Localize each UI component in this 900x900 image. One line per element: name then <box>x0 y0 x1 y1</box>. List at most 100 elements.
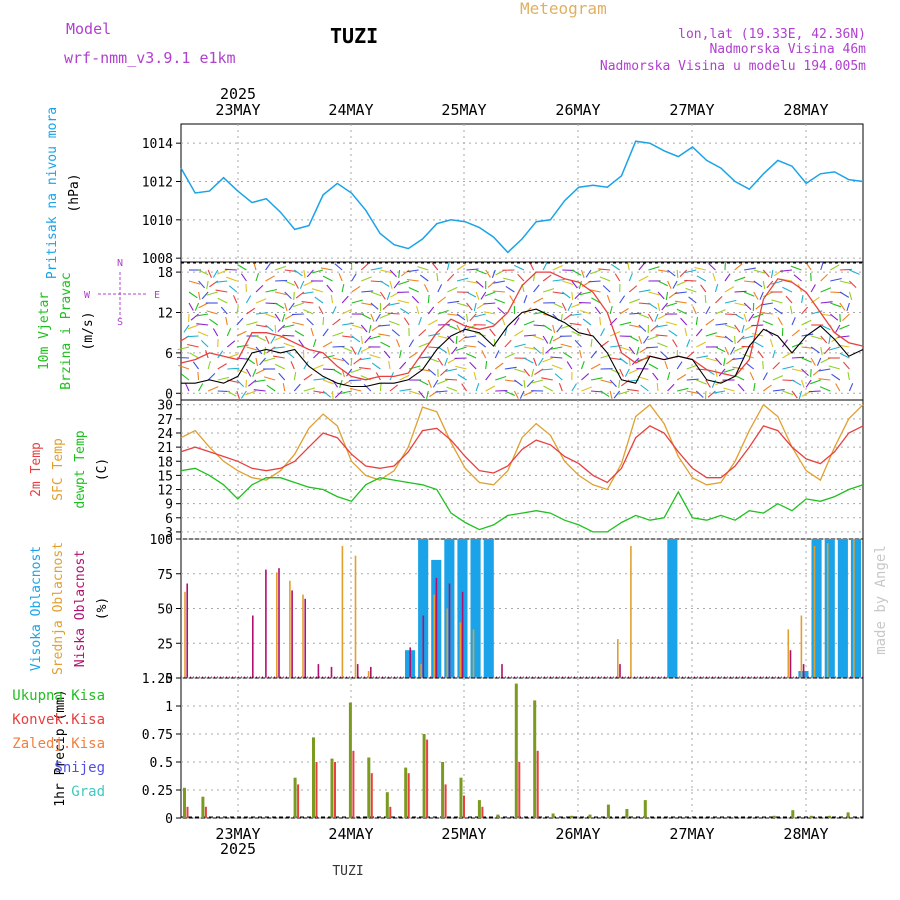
wind-arrow <box>606 295 611 304</box>
wind-arrow <box>493 338 496 348</box>
wind-arrow <box>485 385 496 392</box>
wind-arrow <box>480 291 487 300</box>
wind-arrow <box>265 313 277 319</box>
wind-arrow <box>667 371 671 381</box>
wind-arrow <box>801 306 809 315</box>
wind-arrow <box>451 346 458 355</box>
precip-ytick-label-5: 1.25 <box>142 672 173 687</box>
wind-arrow <box>567 302 573 311</box>
wind-arrow <box>609 379 617 388</box>
wind-arrow <box>556 324 563 333</box>
cloud-bar-1 <box>420 664 422 678</box>
wind-arrow <box>408 351 418 359</box>
wind-arrow <box>674 300 687 304</box>
wind-arrow <box>705 332 717 337</box>
conv-bar <box>370 773 373 818</box>
wind-arrow <box>291 313 304 316</box>
wind-arrow <box>820 262 824 271</box>
wind-ylabel-2: (m/s) <box>81 311 96 350</box>
wind-arrow <box>744 267 756 271</box>
wind-arrow <box>777 317 783 326</box>
wind-ylabel-0: 10m Vjetar <box>37 292 52 370</box>
cloud-bar-1 <box>813 546 816 678</box>
wind-arrow <box>370 267 383 271</box>
wind-arrow <box>550 356 563 359</box>
pressure-line <box>180 140 864 254</box>
temperature-ytick-label-1: 6 <box>165 512 173 527</box>
wind-arrow <box>332 357 345 362</box>
wind-arrow <box>624 368 630 377</box>
wind-arrow <box>579 349 582 359</box>
wind-arrow <box>391 329 400 337</box>
wind-arrow <box>464 335 477 339</box>
wind-arrow <box>437 346 447 353</box>
wind-arrow <box>198 383 204 392</box>
temperature-ylabel-0: 2m Temp <box>29 442 44 497</box>
wind-arrow <box>514 329 524 337</box>
wind-arrow <box>192 361 200 370</box>
pressure-ytick-label-0: 1008 <box>142 252 173 267</box>
x-day-top-4: 27MAY <box>669 101 714 119</box>
wind-arrow <box>618 390 630 395</box>
wind-arrow <box>842 313 850 321</box>
wind-arrow <box>762 384 772 392</box>
wind-arrow <box>650 324 659 332</box>
wind-arrow <box>647 313 654 322</box>
wind-arrow <box>715 357 723 366</box>
wind-arrow <box>609 305 613 315</box>
wind-arrow <box>475 280 484 288</box>
cloud-bar-2 <box>186 583 188 678</box>
wind-arrow <box>406 278 419 282</box>
wind-arrow <box>292 321 304 326</box>
wind-arrow <box>782 286 793 293</box>
cloud-bar-2 <box>448 583 451 678</box>
precip-legend-3: Snijeg <box>54 760 105 776</box>
wind-arrow <box>773 307 783 315</box>
wind-arrow <box>686 378 699 381</box>
wind-arrow <box>533 357 538 366</box>
conv-bar <box>463 795 465 818</box>
wind-arrow <box>638 262 646 271</box>
wind-arrow <box>734 313 744 320</box>
wind-arrow <box>667 269 676 277</box>
wind-arrow <box>447 313 460 317</box>
wind-arrow <box>177 346 190 351</box>
wind-arrow <box>494 362 504 370</box>
rain-bar <box>809 815 813 818</box>
wind-arrow <box>533 346 542 354</box>
wind-arrow <box>427 294 430 304</box>
wind-arrow <box>190 313 199 321</box>
wind-arrow <box>358 367 371 370</box>
wind-arrow <box>428 333 440 337</box>
wind-ytick-label-0: 0 <box>165 387 173 402</box>
x-day-bottom-4: 27MAY <box>669 825 714 843</box>
wind-arrow <box>660 351 668 359</box>
wind-arrow <box>455 335 458 345</box>
wind-arrow <box>839 280 852 285</box>
station-title: TUZI <box>330 24 378 48</box>
wind-arrow <box>695 390 704 398</box>
wind-arrow <box>656 382 659 392</box>
wind-arrow <box>820 324 831 331</box>
precip-legend-0: Ukupna Kisa <box>12 688 105 704</box>
wind-arrow <box>504 352 515 359</box>
wind-arrow <box>447 324 458 331</box>
wind-arrow <box>495 269 506 276</box>
wind-arrow <box>590 338 593 348</box>
wind-arrow <box>207 386 219 392</box>
wind-arrow <box>245 368 252 377</box>
wind-arrow <box>255 346 263 355</box>
wind-arrow <box>485 360 488 370</box>
wind-arrow <box>541 377 553 381</box>
wind-arrow <box>818 378 831 381</box>
wind-arrow <box>465 352 477 359</box>
wind-arrow <box>545 346 554 354</box>
cloud-bar-2 <box>265 569 267 678</box>
wind-arrow <box>232 295 238 304</box>
x-day-top-2: 25MAY <box>441 101 486 119</box>
precip-ylabel-0: 1hr Precip (mm) <box>53 689 68 806</box>
wind-arrow <box>542 288 555 293</box>
wind-arrow <box>558 383 563 392</box>
wind-arrow <box>313 390 326 394</box>
